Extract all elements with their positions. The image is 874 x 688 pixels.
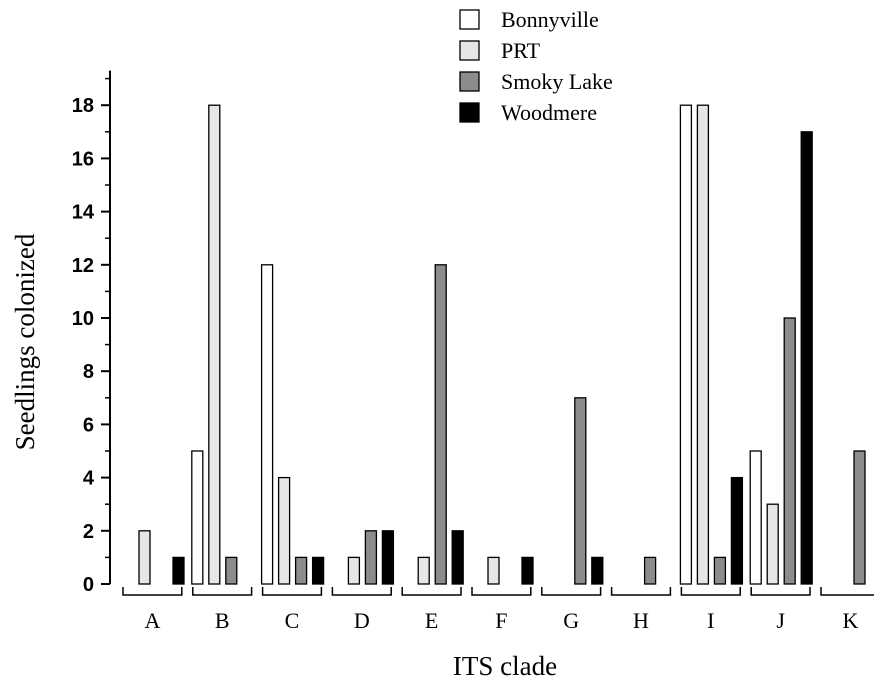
bar-D-smoky-lake: [364, 530, 378, 585]
bar-G-woodmere: [591, 556, 604, 585]
category-bracket: [820, 587, 874, 596]
y-tick-label: 14: [72, 202, 95, 224]
x-tick-label: K: [842, 608, 858, 633]
bar-F-woodmere: [521, 556, 534, 585]
bar-B-smoky-lake: [225, 556, 238, 585]
bars: [138, 104, 866, 585]
bar-C-woodmere: [311, 556, 325, 585]
x-tick-label: A: [144, 608, 160, 633]
x-tick-label: B: [215, 608, 230, 633]
bar-I-smoky-lake: [713, 556, 727, 585]
category-bracket: [610, 587, 672, 596]
legend-swatch: [459, 9, 480, 30]
x-tick-label: H: [633, 608, 649, 633]
y-tick-label: 10: [72, 308, 94, 330]
bar-F-prt: [487, 556, 500, 585]
legend-label: PRT: [501, 38, 541, 63]
bar-C-smoky-lake: [294, 556, 308, 585]
bar-C-prt: [277, 476, 291, 585]
bar-E-smoky-lake: [434, 264, 447, 585]
category-bracket: [192, 587, 253, 596]
bar-E-prt: [417, 556, 430, 585]
bar-C-bonnyville: [260, 264, 274, 585]
bar-J-bonnyville: [749, 450, 762, 585]
category-bracket: [541, 587, 602, 596]
legend-label: Bonnyville: [501, 7, 599, 32]
category-bracket: [401, 587, 462, 596]
bar-I-prt: [696, 104, 710, 585]
x-tick-label: I: [707, 608, 714, 633]
y-axis-title: Seedlings colonized: [10, 233, 40, 450]
x-tick-label: E: [425, 608, 438, 633]
legend-swatch: [459, 40, 480, 61]
legend: Bonnyville PRT Smoky Lake Woodmere: [459, 7, 613, 125]
y-tick-label: 6: [83, 414, 94, 436]
bar-G-smoky-lake: [574, 397, 587, 585]
bar-B-prt: [208, 104, 221, 585]
x-axis-title: ITS clade: [453, 651, 557, 681]
bar-B-bonnyville: [191, 450, 204, 585]
bar-H-smoky-lake: [643, 556, 657, 585]
legend-label: Woodmere: [501, 100, 597, 125]
x-tick-label: D: [354, 608, 370, 633]
category-bracket: [261, 587, 323, 596]
x-tick-label: F: [495, 608, 507, 633]
y-tick-label: 4: [83, 468, 95, 490]
x-tick-label: J: [776, 608, 785, 633]
category-bracket: [331, 587, 392, 596]
bar-I-woodmere: [730, 476, 744, 585]
bar-J-prt: [766, 503, 779, 585]
legend-swatch: [459, 71, 480, 92]
category-bracket: [471, 587, 532, 596]
y-tick-label: 12: [72, 255, 94, 277]
legend-label: Smoky Lake: [501, 69, 613, 94]
y-tick-label: 8: [83, 361, 94, 383]
bar-J-smoky-lake: [783, 317, 796, 585]
axes: 0 2 4 6 8 10 12 14 16 18: [72, 70, 111, 596]
y-tick-label: 16: [72, 148, 94, 170]
category-bracket: [122, 587, 183, 596]
y-tick-label: 18: [72, 95, 94, 117]
x-tick-label: G: [563, 608, 579, 633]
bar-D-woodmere: [381, 530, 395, 585]
category-axis: A B C D E F G H I J K: [122, 587, 874, 633]
bar-A-prt: [138, 530, 151, 585]
y-tick-label: 0: [83, 574, 94, 596]
legend-swatch: [459, 102, 480, 123]
bar-D-prt: [347, 556, 361, 585]
bar-E-woodmere: [451, 530, 464, 585]
y-tick-label: 2: [83, 521, 94, 543]
category-bracket: [680, 587, 741, 596]
bar-J-woodmere: [800, 131, 813, 585]
bar-A-woodmere: [172, 556, 185, 585]
category-bracket: [750, 587, 811, 596]
bar-K-smoky-lake: [853, 450, 866, 585]
x-tick-label: C: [285, 608, 300, 633]
bar-I-bonnyville: [679, 104, 693, 585]
